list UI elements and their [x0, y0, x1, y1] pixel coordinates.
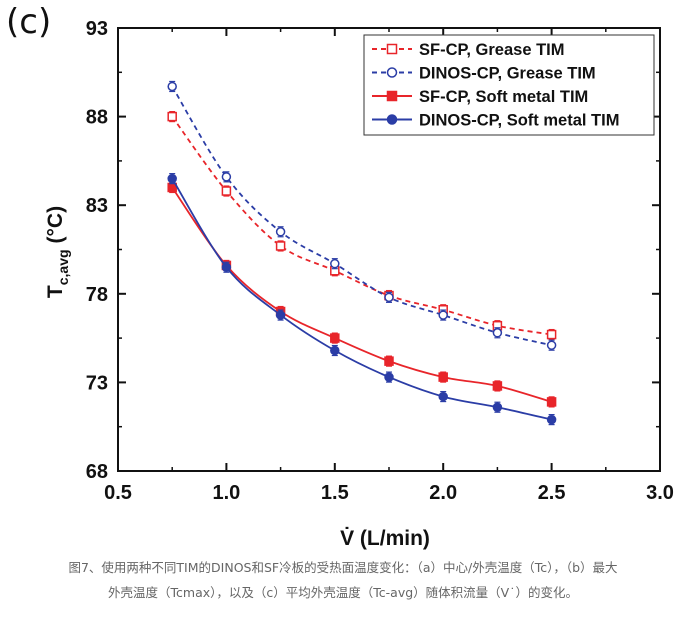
legend-marker: [386, 114, 398, 125]
data-point: [546, 340, 557, 350]
data-point: [221, 262, 232, 272]
data-point: [384, 292, 394, 303]
data-point: [275, 241, 286, 251]
y-axis: 68 73 78 83 88 93: [86, 18, 660, 483]
data-point: [492, 402, 503, 412]
x-tick-label: 0.5: [104, 482, 132, 504]
caption-line-2: 外壳温度（Tcmax），以及（c）平均外壳温度（Tc-avg）随体积流量（V˙）…: [108, 585, 578, 600]
legend: SF-CP, Grease TIM DINOS-CP, Grease TIM SF-…: [363, 34, 655, 136]
series-2: [167, 80, 557, 351]
data-point: [546, 329, 557, 340]
y-axis-label-unit: (°C): [44, 206, 67, 244]
y-tick-label: 68: [86, 461, 108, 483]
data-point: [330, 345, 340, 356]
data-point: [492, 381, 503, 391]
line-chart: 0.5 1.0 1.5 2.0 2.5 3.0 68 73 78 83 88 93 SF-CP, G…: [44, 18, 674, 550]
legend-marker: [386, 43, 398, 55]
data-point: [167, 81, 177, 92]
y-tick-label: 78: [86, 284, 108, 306]
data-point: [167, 111, 177, 122]
y-tick-label: 83: [86, 195, 108, 217]
series-line: [171, 116, 552, 336]
y-tick-label: 73: [86, 372, 108, 394]
figure-caption: 图7、使用两种不同TIM的DINOS和SF冷板的受热面温度变化：（a）中心/外壳…: [0, 555, 686, 605]
data-point: [221, 186, 232, 196]
legend-marker: [386, 67, 398, 78]
data-point: [275, 227, 286, 237]
series-line: [171, 86, 552, 347]
data-point: [330, 258, 340, 269]
y-tick-label: 88: [86, 107, 108, 129]
y-axis-label-main: T: [44, 285, 67, 298]
legend-label: DINOS-CP, Grease TIM: [419, 65, 596, 83]
caption-line-1: 图7、使用两种不同TIM的DINOS和SF冷板的受热面温度变化：（a）中心/外壳…: [68, 560, 618, 575]
panel-label: (c): [6, 2, 52, 42]
data-point: [167, 173, 177, 184]
y-tick-label: 93: [86, 18, 108, 40]
x-tick-label: 1.0: [212, 482, 240, 504]
x-axis-label: V̇ (L/min): [340, 526, 430, 550]
x-tick-label: 2.0: [429, 482, 457, 504]
data-point: [330, 333, 340, 343]
data-point: [492, 328, 503, 338]
x-tick-label: 1.5: [321, 482, 349, 504]
legend-label: SF-CP, Soft metal TIM: [419, 88, 588, 106]
legend-marker: [386, 90, 398, 102]
legend-box: [363, 34, 655, 136]
legend-item-1: SF-CP, Grease TIM: [372, 41, 565, 59]
y-axis-label-sub: c,avg: [55, 249, 71, 285]
x-axis: 0.5 1.0 1.5 2.0 2.5 3.0: [104, 28, 674, 504]
data-point: [221, 172, 232, 182]
data-point: [438, 310, 448, 320]
data-point: [275, 310, 286, 320]
x-tick-label: 3.0: [646, 482, 674, 504]
data-point: [384, 372, 394, 382]
legend-label: DINOS-CP, Soft metal TIM: [419, 112, 619, 130]
series-1: [167, 110, 557, 341]
legend-item-3: SF-CP, Soft metal TIM: [372, 88, 588, 106]
y-axis-label: Tc,avg (°C): [44, 206, 71, 298]
data-point: [546, 397, 557, 407]
data-point: [384, 356, 394, 366]
series-line: [171, 186, 552, 403]
legend-label: SF-CP, Grease TIM: [419, 41, 565, 59]
data-point: [438, 372, 448, 382]
data-point: [546, 414, 557, 425]
series-3: [167, 181, 557, 408]
legend-item-4: DINOS-CP, Soft metal TIM: [372, 112, 619, 130]
data-point: [438, 391, 448, 402]
legend-item-2: DINOS-CP, Grease TIM: [372, 65, 596, 83]
series-layer: [167, 80, 557, 426]
x-tick-label: 2.5: [538, 482, 566, 504]
series-4: [167, 173, 557, 426]
